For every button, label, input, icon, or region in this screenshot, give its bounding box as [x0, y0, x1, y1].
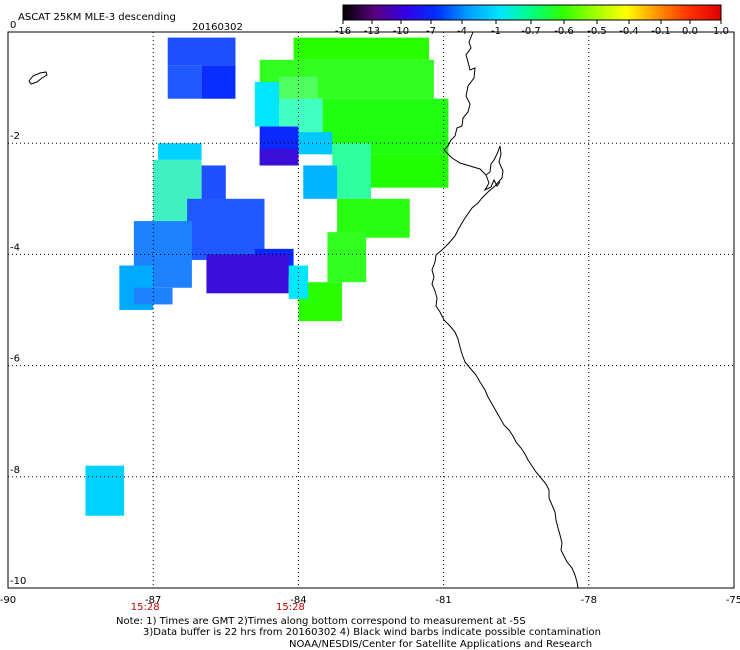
note-line-1: Note: 1) Times are GMT 2)Times along bot…: [116, 616, 526, 627]
data-cell: [337, 198, 410, 238]
y-tick-label: 0: [10, 20, 16, 31]
data-cell: [327, 232, 367, 283]
x-tick-label: -84: [290, 595, 306, 606]
y-tick-label: -4: [10, 242, 20, 253]
lat-lon-grid: [8, 32, 734, 588]
colorbar-border: [342, 4, 722, 21]
data-cell: [187, 198, 265, 260]
data-cell: [303, 165, 338, 199]
y-tick-label: -6: [10, 354, 20, 365]
y-tick-label: -8: [10, 465, 20, 476]
data-cell: [371, 154, 449, 188]
x-axis-tick-labels: -90 -87 -84 -81 -78 -75: [0, 595, 740, 606]
data-cell: [167, 37, 236, 66]
x-tick-label: -78: [581, 595, 597, 606]
coastline: [431, 31, 579, 589]
data-cell: [201, 165, 226, 205]
data-cell: [167, 65, 202, 99]
data-cell: [293, 37, 430, 60]
y-tick-label: -10: [10, 576, 26, 587]
y-tick-label: -2: [10, 131, 20, 142]
x-tick-label: -75: [726, 595, 740, 606]
x-tick-label: -87: [145, 595, 161, 606]
time-label: 15:28: [131, 602, 160, 613]
data-cell: [298, 132, 333, 155]
wind-speed-cells: [85, 37, 449, 516]
data-cell: [206, 254, 289, 294]
colorbar-fill: [343, 5, 721, 20]
data-cell: [201, 65, 236, 99]
time-label: 15:28: [276, 602, 305, 613]
note-line-2: 3)Data buffer is 22 hrs from 20160302 4)…: [143, 627, 601, 638]
data-cell: [259, 148, 299, 166]
data-cell: [254, 82, 280, 127]
y-axis-tick-labels: 0 -2 -4 -6 -8 -10: [10, 20, 26, 587]
data-cell: [158, 143, 202, 160]
data-cell: [85, 465, 125, 516]
island: [28, 71, 48, 85]
time-labels: 15:28 15:28: [131, 602, 305, 613]
chart-title: ASCAT 25KM MLE-3 descending: [18, 12, 176, 23]
data-cell: [332, 143, 371, 199]
plot-frame: [7, 31, 735, 589]
data-cell: [288, 265, 309, 299]
note-line-3: NOAA/NESDIS/Center for Satellite Applica…: [289, 639, 592, 650]
x-tick-label: -81: [435, 595, 451, 606]
x-tick-label: -90: [0, 595, 16, 606]
chart-date: 20160302: [192, 22, 243, 33]
inlet: [483, 174, 501, 192]
